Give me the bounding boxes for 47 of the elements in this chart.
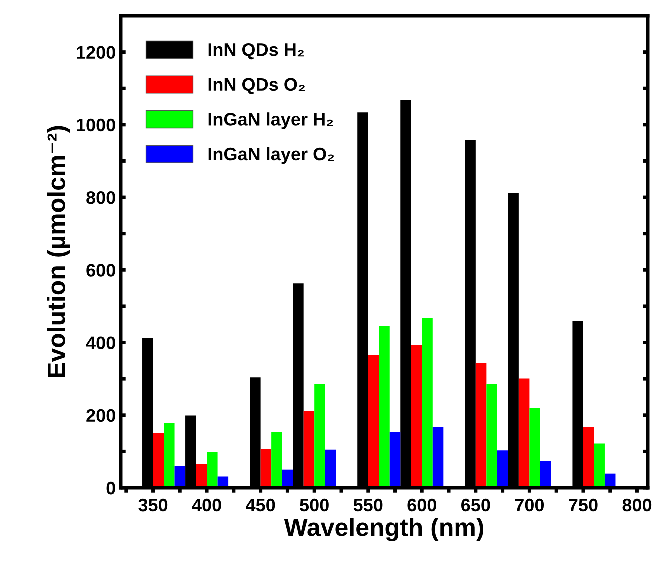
bar [476, 363, 487, 488]
x-tick-label: 750 [569, 498, 598, 512]
x-tick-label: 450 [246, 498, 276, 512]
bar [530, 408, 540, 488]
bar [540, 461, 552, 488]
y-tick-label: 400 [86, 336, 116, 350]
bar [583, 427, 594, 488]
bar [260, 450, 272, 488]
legend-label: InGaN layer O₂ [208, 147, 334, 164]
bar [422, 318, 433, 488]
x-tick-label: 600 [408, 498, 436, 512]
legend-label: InN QDs O₂ [208, 78, 306, 94]
bar [207, 452, 218, 488]
x-axis-title: Wavelength (nm) [284, 518, 484, 542]
bar [594, 444, 605, 488]
bar [153, 434, 164, 488]
y-tick-label: 1000 [77, 118, 116, 132]
bar [196, 464, 208, 488]
y-tick-label: 1200 [77, 46, 116, 60]
bar [379, 326, 390, 488]
y-tick-label: 600 [86, 264, 116, 277]
legend-label: InGaN layer H₂ [208, 112, 334, 130]
x-tick-label: 500 [300, 498, 329, 512]
bar [486, 384, 498, 488]
x-tick-label: 550 [354, 498, 383, 512]
bar [411, 345, 422, 488]
bar [518, 378, 530, 488]
y-tick-label: 800 [86, 191, 116, 204]
bar [164, 423, 175, 488]
bar [272, 432, 282, 488]
bar [432, 427, 444, 488]
bar [368, 355, 380, 488]
legend-label: InN QDs H₂ [208, 43, 304, 60]
bar [325, 450, 336, 488]
y-axis-title: Evolution (µmolcm⁻²) [47, 126, 70, 378]
x-tick-label: 650 [462, 498, 490, 512]
y-tick-label: 200 [86, 409, 116, 422]
bar [174, 466, 186, 488]
x-tick-label: 400 [192, 498, 222, 512]
x-tick-label: 800 [622, 498, 652, 512]
bar [314, 384, 326, 488]
y-tick-label: 0 [106, 482, 116, 495]
bar [497, 450, 508, 488]
bar [390, 432, 401, 488]
bar [304, 411, 315, 488]
x-tick-label: 700 [515, 498, 544, 512]
x-tick-label: 350 [138, 498, 168, 512]
